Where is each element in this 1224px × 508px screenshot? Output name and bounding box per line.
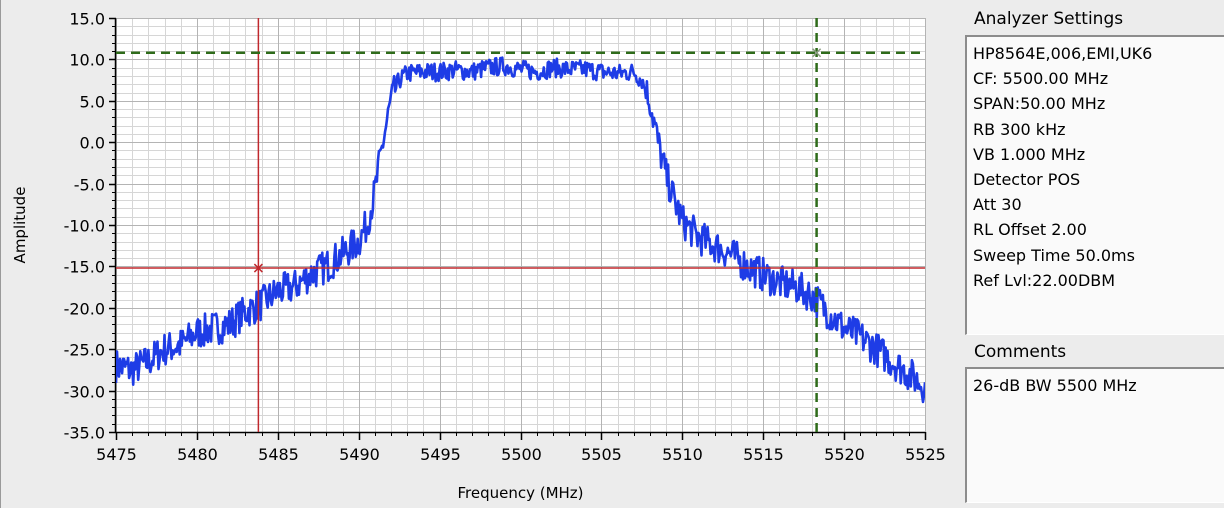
- settings-line: RL Offset 2.00: [973, 220, 1087, 240]
- analyzer-settings-title: Analyzer Settings: [974, 9, 1124, 29]
- y-tick-label: 5.0: [80, 93, 105, 112]
- settings-line: HP8564E,006,EMI,UK6: [973, 44, 1153, 63]
- settings-line: Att 30: [973, 195, 1022, 215]
- x-tick-label: 5480: [177, 445, 218, 464]
- settings-line: CF: 5500.00 MHz: [973, 69, 1109, 89]
- x-tick-label: 5505: [581, 445, 622, 464]
- y-tick-label: 10.0: [69, 51, 105, 70]
- x-tick-label: 5520: [824, 445, 865, 464]
- spectrum-trace: [116, 56, 925, 404]
- settings-line: Detector POS: [973, 170, 1081, 190]
- analyzer-settings-box[interactable]: HP8564E,006,EMI,UK6 CF: 5500.00 MHz SPAN…: [965, 35, 1224, 335]
- x-tick-label: 5495: [420, 445, 461, 464]
- x-tick-label: 5500: [501, 445, 542, 464]
- y-tick-label: -20.0: [64, 300, 105, 319]
- x-tick-label: 5525: [905, 445, 946, 464]
- cursor-2-marker: [812, 48, 822, 58]
- y-tick-label: 0.0: [80, 134, 105, 153]
- cursor-marker-stroke: [812, 48, 822, 58]
- y-tick-label: -30.0: [64, 383, 105, 402]
- spectrum-plot[interactable]: 15.0 10.0 5.0 0.0 -5.0 -10.0 -15.0 -20.0 -25.0 -3…: [0, 0, 955, 508]
- y-tick-label: -5.0: [74, 176, 105, 195]
- x-tick-label: 5510: [662, 445, 703, 464]
- y-tick-label: -10.0: [64, 217, 105, 236]
- y-tick-label: -15.0: [64, 258, 105, 277]
- side-panel: Analyzer Settings HP8564E,006,EMI,UK6 CF…: [958, 0, 1224, 508]
- settings-line: Sweep Time 50.0ms: [973, 245, 1135, 265]
- y-axis-label: Amplitude: [11, 187, 29, 264]
- x-tick-label: 5485: [258, 445, 299, 464]
- x-tick-label: 5490: [339, 445, 380, 464]
- y-tick-label: 15.0: [69, 10, 105, 29]
- settings-line: VB 1.000 MHz: [973, 144, 1086, 164]
- y-tick-label: -35.0: [64, 424, 105, 443]
- y-tick-label: -25.0: [64, 341, 105, 360]
- spectrum-chart[interactable]: 15.0 10.0 5.0 0.0 -5.0 -10.0 -15.0 -20.0 -25.0 -3…: [1, 0, 956, 508]
- settings-line: RB 300 kHz: [973, 119, 1066, 139]
- settings-line: SPAN:50.00 MHz: [973, 94, 1106, 114]
- x-tick-label: 5515: [743, 445, 784, 464]
- x-tick-label: 5475: [96, 445, 137, 464]
- comments-box[interactable]: 26-dB BW 5500 MHz: [965, 367, 1224, 503]
- x-axis-label: Frequency (MHz): [457, 484, 583, 502]
- comments-title: Comments: [974, 342, 1067, 362]
- cursor-marker-stroke: [253, 263, 263, 273]
- settings-line: Ref Lvl:22.00DBM: [973, 270, 1116, 290]
- cursor-1-marker: [253, 263, 263, 273]
- comments-text: 26-dB BW 5500 MHz: [973, 376, 1137, 395]
